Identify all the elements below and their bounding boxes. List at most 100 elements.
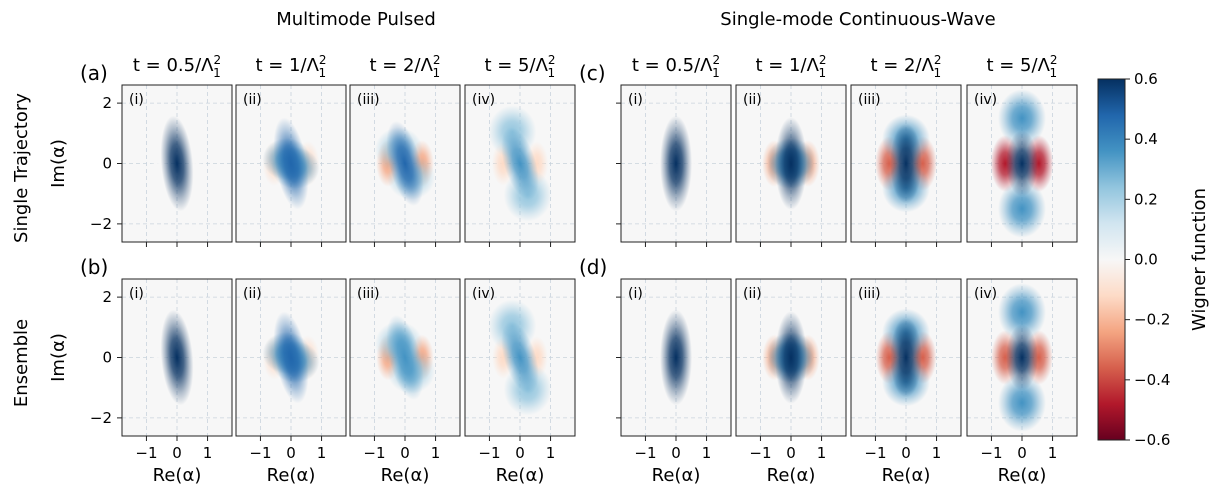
x-tick-label: −1 xyxy=(634,444,656,462)
x-tick-label: −1 xyxy=(864,444,886,462)
heatmap-marks xyxy=(851,279,961,436)
central-core xyxy=(1006,130,1038,197)
x-axis-label: Re(α) xyxy=(767,465,816,486)
panel-a: (a)(i)20−2t = 0.5/Λ2 1Im(α)(ii)t = 1/Λ2 1(… xyxy=(48,53,576,247)
colorbar-tick-label: 0.2 xyxy=(1134,190,1158,208)
heatmap-marks xyxy=(122,85,232,242)
heatmap-marks xyxy=(621,279,731,436)
x-axis-label: Re(α) xyxy=(153,465,202,486)
panel-d: (d)(i)−1 0 1Re(α)(ii)−1 0 1Re(α)(iii)−1 0 1Re(… xyxy=(579,255,1078,486)
y-tick-label: −2 xyxy=(90,409,112,427)
colorbar-tick-label: 0.4 xyxy=(1134,130,1158,148)
subplot-label: (iv) xyxy=(974,286,997,302)
heatmap-marks xyxy=(122,279,232,436)
x-tick-label: 0 xyxy=(515,444,525,462)
colorbar: 0.6 0.4 0.2 0.0 −0.2 −0.4 −0.6 Wigner function xyxy=(1097,70,1210,449)
central-core xyxy=(501,127,539,200)
central-core xyxy=(386,121,424,206)
y-tick-label: −2 xyxy=(90,215,112,233)
x-tick-label: −1 xyxy=(249,444,271,462)
heatmap-marks xyxy=(465,85,575,242)
colorbar-tick-label: −0.2 xyxy=(1134,311,1170,329)
subplot-label: (iii) xyxy=(858,92,881,108)
x-axis-label: Re(α) xyxy=(381,465,430,486)
x-tick-label: 0 xyxy=(1017,444,1027,462)
panel-label: (d) xyxy=(579,255,607,279)
x-tick-label: 0 xyxy=(786,444,796,462)
heatmap-marks xyxy=(236,85,346,242)
x-tick-label: 0 xyxy=(172,444,182,462)
row-label-single-trajectory: Single Trajectory xyxy=(11,93,32,243)
central-core xyxy=(890,317,922,398)
header-single-mode-cw: Single-mode Continuous-Wave xyxy=(720,9,995,30)
colorbar-tick-label: 0.0 xyxy=(1134,251,1158,269)
time-label: t = 2/Λ2 1 xyxy=(369,53,440,80)
x-tick-label: 1 xyxy=(317,444,327,462)
panel-grid: (a)(i)20−2t = 0.5/Λ2 1Im(α)(ii)t = 1/Λ2 1(… xyxy=(48,53,1078,486)
subplot-label: (iii) xyxy=(357,92,380,108)
heatmap-marks xyxy=(967,279,1077,436)
subplot-3: (iii) −1 0 1Re(α) xyxy=(850,278,962,486)
central-core xyxy=(273,117,309,210)
x-axis-label: Re(α) xyxy=(998,465,1047,486)
subplot-4: (iv) −1 0 1Re(α) xyxy=(966,278,1078,486)
x-axis-label: Re(α) xyxy=(267,465,316,486)
panel-label: (c) xyxy=(579,61,606,85)
heatmap-marks xyxy=(851,85,961,242)
subplot-label: (i) xyxy=(628,92,643,108)
x-tick-label: 0 xyxy=(671,444,681,462)
subplot-1: (i) −1 0 1Re(α) xyxy=(616,278,732,486)
subplot-2: (ii) −1 0 1Re(α) xyxy=(735,278,847,486)
panel-label: (b) xyxy=(80,255,108,279)
y-axis-label: Im(α) xyxy=(48,139,69,188)
heatmap-marks xyxy=(736,279,846,436)
central-core xyxy=(1006,324,1038,391)
positive-lobe xyxy=(998,89,1046,148)
central-core xyxy=(660,115,692,212)
subplot-1: (i) t = 0.5/Λ2 1 xyxy=(616,53,732,247)
x-tick-label: −1 xyxy=(478,444,500,462)
subplot-3: (iii) −1 0 1Re(α) xyxy=(349,278,461,486)
panel-c: (c) (i) t = 0.5/Λ2 1 (ii) t = 1/Λ2 1 (iii) t = 2… xyxy=(579,53,1078,247)
central-core xyxy=(660,309,692,406)
y-tick-label: 2 xyxy=(102,94,112,112)
subplot-4: (iv) t = 5/Λ2 1 xyxy=(966,53,1078,247)
subplot-1: (i) 2 0 −2 t = 0.5/Λ2 1 Im(α) xyxy=(48,53,233,247)
time-label: t = 2/Λ2 1 xyxy=(870,53,941,80)
time-label: t = 5/Λ2 1 xyxy=(986,53,1057,80)
x-tick-label: 1 xyxy=(1048,444,1058,462)
subplot-2: (ii) t = 1/Λ2 1 xyxy=(235,53,347,247)
subplot-label: (iv) xyxy=(472,92,495,108)
central-core xyxy=(775,311,807,404)
time-label: t = 0.5/Λ2 1 xyxy=(133,53,221,80)
subplot-label: (i) xyxy=(129,92,144,108)
subplot-3: (iii) t = 2/Λ2 1 xyxy=(850,53,962,247)
heatmap-marks xyxy=(350,85,460,242)
subplot-2: (ii) −1 0 1Re(α) xyxy=(235,278,347,486)
subplot-label: (ii) xyxy=(243,286,262,302)
time-label: t = 1/Λ2 1 xyxy=(255,53,326,80)
central-core xyxy=(501,321,539,394)
header-multimode-pulsed: Multimode Pulsed xyxy=(276,9,436,30)
time-label: t = 0.5/Λ2 1 xyxy=(632,53,720,80)
x-tick-label: 1 xyxy=(546,444,556,462)
heatmap-marks xyxy=(350,279,460,436)
central-core xyxy=(160,115,194,212)
subplot-label: (iii) xyxy=(858,286,881,302)
colorbar-label: Wigner function xyxy=(1189,188,1210,331)
x-tick-label: 1 xyxy=(817,444,827,462)
colorbar-bar xyxy=(1097,78,1126,441)
x-tick-label: 1 xyxy=(203,444,213,462)
y-tick-label: 0 xyxy=(102,349,112,367)
subplot-label: (ii) xyxy=(743,92,762,108)
subplot-label: (i) xyxy=(628,286,643,302)
heatmap-marks xyxy=(236,279,346,436)
subplot-label: (iv) xyxy=(974,92,997,108)
x-axis-label: Re(α) xyxy=(882,465,931,486)
subplot-label: (ii) xyxy=(243,92,262,108)
central-core xyxy=(160,309,194,406)
x-tick-label: 0 xyxy=(400,444,410,462)
central-core xyxy=(775,117,807,210)
x-tick-label: 0 xyxy=(286,444,296,462)
